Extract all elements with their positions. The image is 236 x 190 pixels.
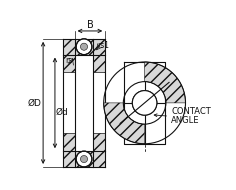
Text: Ød: Ød [56,108,69,117]
Text: rs1: rs1 [97,41,109,50]
Polygon shape [93,133,105,151]
Text: B: B [87,20,93,30]
Circle shape [76,151,92,167]
Polygon shape [63,39,105,55]
Text: rs: rs [65,56,72,65]
Wedge shape [104,103,145,144]
Polygon shape [63,55,75,72]
Text: ANGLE: ANGLE [171,116,200,125]
Circle shape [80,43,88,50]
Circle shape [132,91,157,115]
Text: CONTACT: CONTACT [171,107,211,116]
Text: ØD: ØD [27,98,41,107]
Polygon shape [63,151,105,167]
Circle shape [76,39,92,55]
Polygon shape [93,55,105,72]
Circle shape [132,91,157,115]
Circle shape [80,155,88,163]
Polygon shape [63,133,75,151]
Wedge shape [145,62,185,103]
